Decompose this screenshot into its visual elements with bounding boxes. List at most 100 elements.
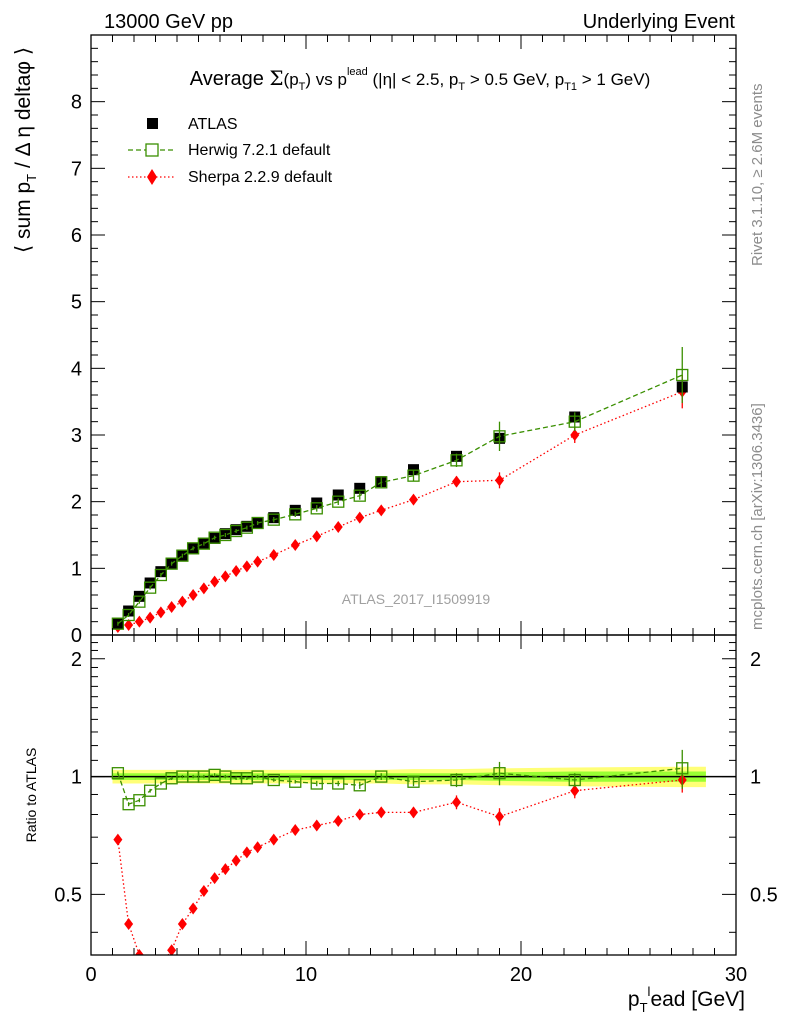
ratio-point-diamond-filled — [269, 833, 279, 846]
ratio-point-diamond-filled — [376, 806, 386, 819]
ratio-point-diamond-filled — [242, 846, 252, 859]
mcplots-label: mcplots.cern.ch [arXiv:1306.3436] — [749, 403, 766, 630]
ratio-point-square-open — [332, 777, 345, 790]
main-point-square-filled — [123, 605, 135, 617]
main-point-diamond-filled — [220, 570, 230, 583]
main-point-diamond-filled — [231, 565, 241, 577]
main-point-square-open — [450, 454, 463, 467]
main-point-diamond-filled — [495, 474, 504, 487]
main-point-square-filled — [332, 489, 344, 501]
x-tick-label: 10 — [295, 964, 317, 986]
main-title: Average Σ(pT) vs plead (|η| < 2.5, pT > … — [190, 66, 651, 93]
ratio-point-square-open — [289, 775, 302, 788]
main-point-square-open — [332, 495, 345, 508]
rivet-version-label: Rivet 3.1.10, ≥ 2.6M events — [749, 84, 766, 267]
ratio-point-square-open — [251, 770, 264, 783]
main-point-square-open — [375, 476, 388, 489]
ratio-point-diamond-filled — [199, 885, 209, 898]
ratio-y-tick-label: 0.5 — [54, 884, 82, 906]
ratio-point-square-open — [493, 767, 506, 780]
main-point-square-open — [122, 608, 135, 622]
legend-herwig-marker — [145, 143, 159, 157]
ratio-point-square-open — [111, 767, 125, 780]
main-point-diamond-filled — [290, 539, 300, 551]
xlabel-sub: T — [640, 1000, 648, 1015]
main-point-diamond-filled — [376, 504, 386, 517]
main-point-diamond-filled — [312, 530, 322, 543]
main-point-diamond-filled — [199, 582, 209, 595]
main-point-diamond-filled — [188, 589, 198, 601]
main-point-diamond-filled — [570, 429, 580, 441]
main-point-square-open — [143, 581, 157, 594]
analysis-watermark: ATLAS_2017_I1509919 — [342, 591, 491, 607]
title-p-open: (p — [284, 70, 299, 89]
main-point-square-open — [154, 568, 168, 582]
title-rest-1: (|η| < 2.5, p — [368, 70, 459, 89]
ratio-point-diamond-filled — [312, 819, 322, 832]
main-point-square-open — [676, 368, 689, 382]
legend-sherpa-marker — [147, 169, 157, 185]
title-t1-sub: T1 — [564, 81, 577, 93]
ratio-point-diamond-filled — [210, 872, 220, 885]
main-y-tick-label: 6 — [71, 225, 82, 247]
title-t-sub-2: T — [458, 81, 465, 93]
title-t-sub: T — [299, 81, 306, 93]
main-point-square-open — [310, 502, 323, 515]
ratio-point-square-open — [310, 777, 323, 790]
ratio-point-diamond-filled — [134, 949, 144, 955]
ratio-point-diamond-filled — [113, 833, 123, 846]
main-point-square-open — [353, 489, 366, 502]
main-point-square-filled — [155, 566, 167, 578]
ratio-y-tick-label-right: 2 — [750, 649, 761, 671]
legend: ATLAS Herwig 7.2.1 default Sherpa 2.2.9 … — [128, 116, 333, 186]
legend-sherpa-label: Sherpa 2.2.9 default — [188, 169, 333, 186]
title-average: Average — [190, 68, 270, 90]
title-rest-3: > 1 GeV) — [577, 70, 650, 89]
ratio-point-diamond-filled — [177, 918, 187, 931]
main-point-square-open — [133, 595, 146, 608]
main-point-diamond-filled — [134, 615, 144, 628]
main-point-square-open — [251, 516, 264, 530]
main-point-square-open — [165, 557, 178, 570]
main-point-square-filled — [144, 577, 156, 589]
ratio-point-diamond-filled — [409, 806, 418, 819]
main-point-diamond-filled — [333, 521, 343, 533]
title-sigma: Σ — [269, 66, 283, 90]
main-y-axis-label: ⟨ sum pT / Δ η deltaφ ⟩ — [12, 47, 39, 253]
ratio-point-diamond-filled — [146, 967, 155, 979]
legend-atlas-marker — [147, 118, 158, 129]
x-axis-label: pTlead [GeV] — [628, 984, 745, 1015]
main-point-diamond-filled — [409, 493, 418, 506]
xlabel-part-a: p — [628, 988, 640, 1011]
legend-herwig-label: Herwig 7.2.1 default — [188, 142, 331, 159]
title-lead-sup: lead — [347, 66, 368, 78]
ratio-point-diamond-filled — [452, 796, 461, 809]
ratio-point-square-open — [450, 773, 463, 787]
ratio-point-square-open — [133, 794, 146, 807]
legend-atlas-label: ATLAS — [188, 116, 238, 133]
ratio-point-diamond-filled — [220, 863, 230, 876]
xlabel-sup: l — [648, 984, 651, 999]
title-p-close: ) — [305, 70, 311, 89]
main-point-square-filled — [289, 504, 301, 516]
main-point-square-open — [568, 415, 581, 428]
main-point-diamond-filled — [145, 611, 155, 624]
main-y-tick-label: 8 — [71, 92, 82, 114]
main-point-square-open — [493, 430, 506, 443]
ratio-point-diamond-filled — [495, 810, 504, 823]
main-y-tick-label: 4 — [71, 358, 82, 380]
ratio-point-diamond-filled — [231, 854, 241, 867]
header-right-label: Underlying Event — [583, 11, 736, 33]
main-point-diamond-filled — [167, 601, 177, 613]
main-point-square-open — [111, 617, 125, 630]
main-y-tick-label: 3 — [71, 425, 82, 447]
ratio-point-diamond-filled — [355, 808, 365, 821]
ratio-diamond-filled-series-line — [117, 779, 683, 955]
main-y-tick-label: 0 — [71, 625, 82, 647]
main-point-diamond-filled — [124, 619, 134, 631]
ratio-y-tick-label: 2 — [71, 649, 82, 671]
main-y-tick-label: 1 — [71, 558, 82, 580]
ratio-point-square-open — [676, 762, 689, 775]
main-point-square-open — [289, 508, 302, 521]
